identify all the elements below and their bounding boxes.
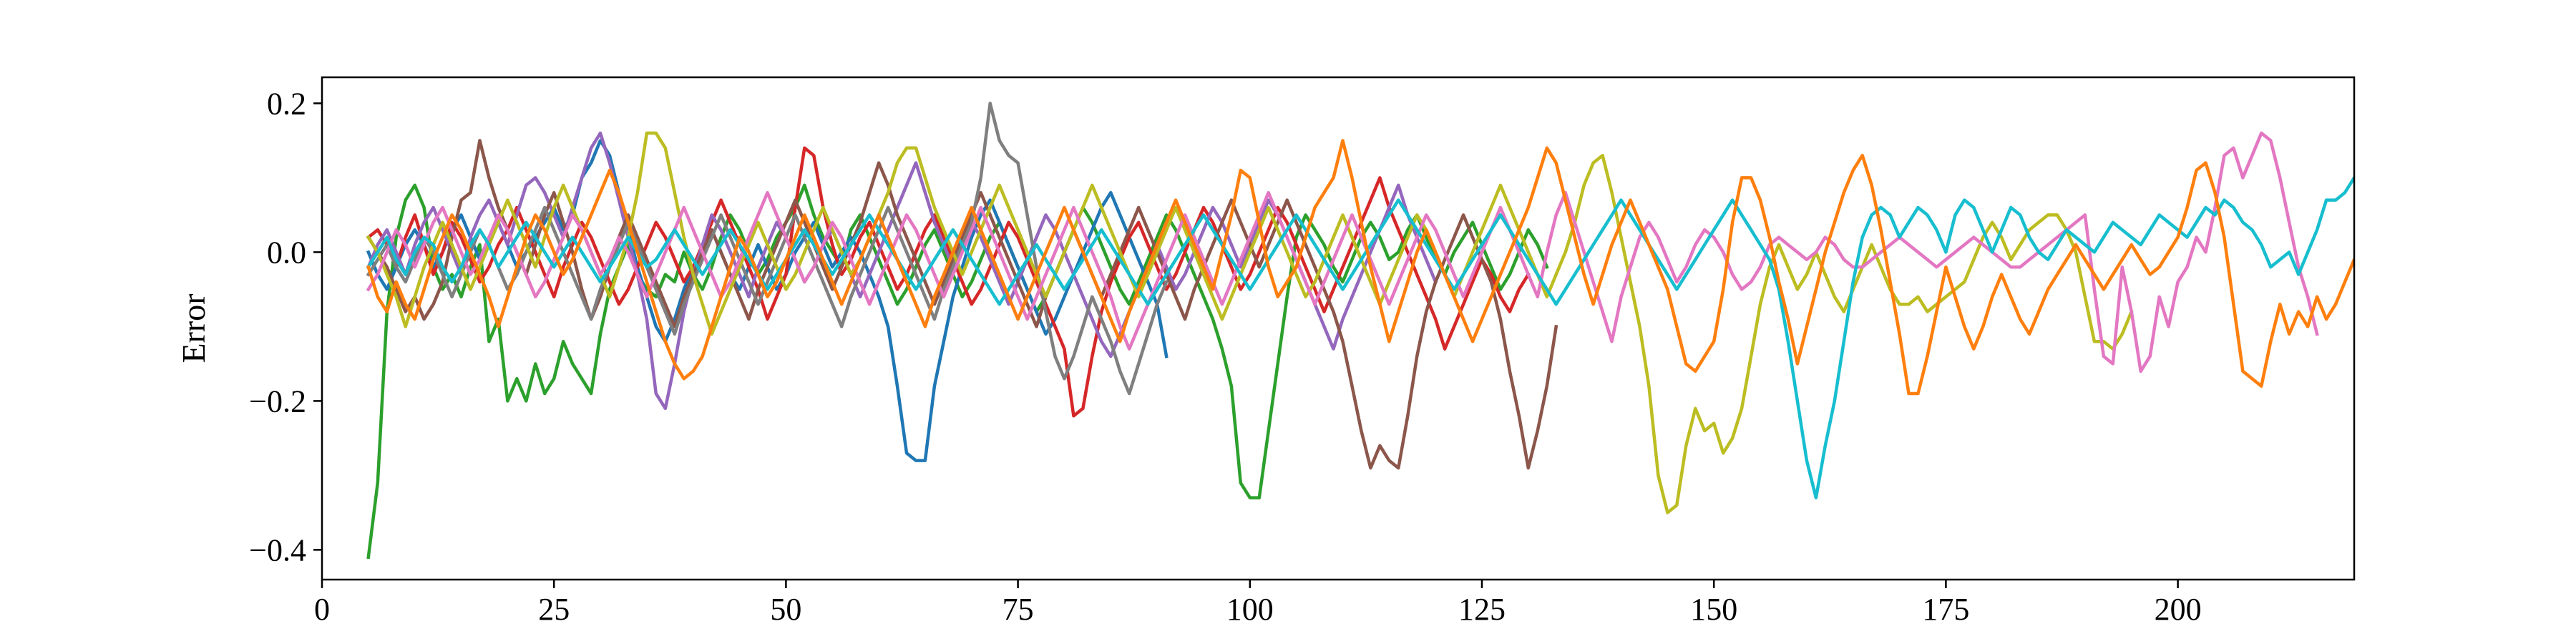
plot-frame: [321, 76, 2356, 581]
series-line-4: [366, 131, 1438, 411]
x-tick-label: 150: [1690, 592, 1737, 627]
x-tick-label: 100: [1226, 592, 1274, 627]
y-axis: −0.4 −0.2 0.0 0.2: [249, 86, 322, 567]
series-layer: [366, 102, 2354, 560]
x-axis: 0 25 50 75 100 125 150 175 200: [314, 580, 2202, 627]
series-line-7: [366, 131, 2134, 514]
x-tick-label: 0: [314, 592, 330, 627]
y-tick-label: 0.2: [267, 86, 306, 121]
x-tick-label: 50: [770, 592, 801, 627]
series-line-10: [366, 139, 2354, 396]
x-tick-label: 75: [1002, 592, 1034, 627]
x-tick-label: 125: [1458, 592, 1506, 627]
y-tick-label: −0.4: [249, 532, 306, 567]
x-tick-label: 175: [1922, 592, 1969, 627]
y-axis-label: Error: [175, 293, 212, 363]
x-tick-label: 25: [538, 592, 570, 627]
series-line-9: [366, 176, 2354, 499]
y-tick-label: −0.2: [249, 384, 306, 419]
x-tick-label: 200: [2155, 592, 2202, 627]
y-tick-label: 0.0: [267, 235, 306, 270]
